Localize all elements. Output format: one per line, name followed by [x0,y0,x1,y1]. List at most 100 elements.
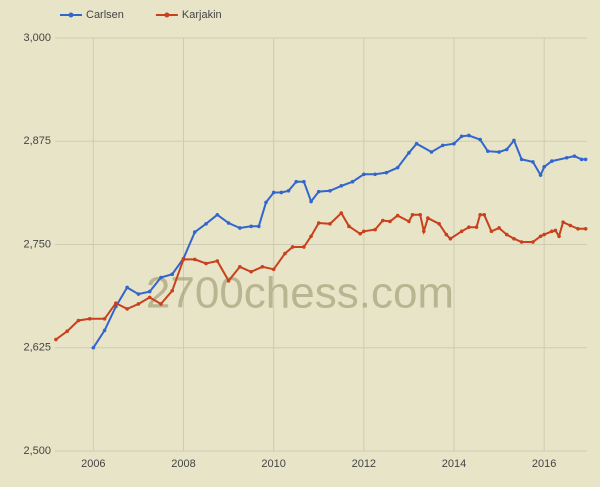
point [568,223,573,228]
point [147,289,152,294]
point [512,138,516,143]
point [215,212,220,217]
point [181,257,186,262]
point [147,295,152,300]
point [478,137,482,142]
point [316,189,321,194]
point [542,232,546,237]
point [290,245,295,249]
point [249,224,253,229]
point [54,337,58,342]
point [459,134,464,139]
point [226,279,231,283]
point [426,216,430,220]
point [504,147,509,152]
point [489,229,494,234]
point [418,212,422,217]
legend-label: Carlsen [86,9,124,21]
point [576,227,580,231]
point [519,240,524,244]
point [579,157,584,162]
point [395,213,400,218]
point [564,155,569,160]
point [102,328,107,333]
point [531,160,535,164]
point [136,292,141,296]
point [339,184,344,188]
point [87,317,92,321]
point [407,151,411,155]
point [531,240,535,244]
point [572,154,577,158]
x-tick-label: 2012 [352,458,376,470]
x-tick-label: 2016 [532,458,556,470]
point [204,222,208,226]
point [238,226,242,230]
legend-marker [68,12,74,18]
point [407,219,411,224]
series-line [92,134,586,349]
point [215,259,220,263]
point [561,220,565,224]
point [444,232,449,237]
point [136,302,141,306]
point [448,236,453,241]
point [271,190,276,195]
point [519,157,524,162]
point [102,317,107,321]
y-tick-label: 2,500 [23,445,51,457]
point [542,165,546,169]
point [347,224,351,229]
point [497,150,501,154]
y-tick-label: 3,000 [23,32,51,44]
point [294,179,299,184]
point [557,234,561,239]
point [114,301,118,305]
point [550,159,554,163]
point [358,231,363,236]
point [414,141,419,146]
point [283,251,287,256]
point [373,172,377,177]
y-tick-label: 2,750 [23,238,51,250]
point [421,229,426,234]
point [410,212,415,217]
point [437,222,441,226]
point [339,211,344,215]
point [286,189,291,193]
point [553,228,558,233]
point [395,165,400,170]
point [482,212,487,217]
point [125,285,129,290]
point [467,225,471,229]
point [350,179,355,184]
point [159,302,163,306]
point [226,221,231,225]
point [380,218,385,223]
point [388,219,392,224]
point [170,288,175,293]
point [459,229,464,234]
point [328,189,332,193]
point [302,245,306,249]
point [550,229,554,234]
point [504,232,509,237]
point [65,329,69,334]
point [497,226,501,230]
point [302,179,306,184]
point [384,170,389,175]
x-tick-label: 2006 [81,458,105,470]
point [260,265,265,269]
point [159,275,163,280]
point [440,143,445,148]
y-tick-label: 2,625 [23,342,51,354]
point [538,234,543,239]
point [279,190,284,195]
point [316,221,321,225]
point [192,257,197,262]
point [204,261,208,266]
point [429,150,434,154]
point [452,141,456,146]
point [474,225,479,229]
point [170,272,175,277]
